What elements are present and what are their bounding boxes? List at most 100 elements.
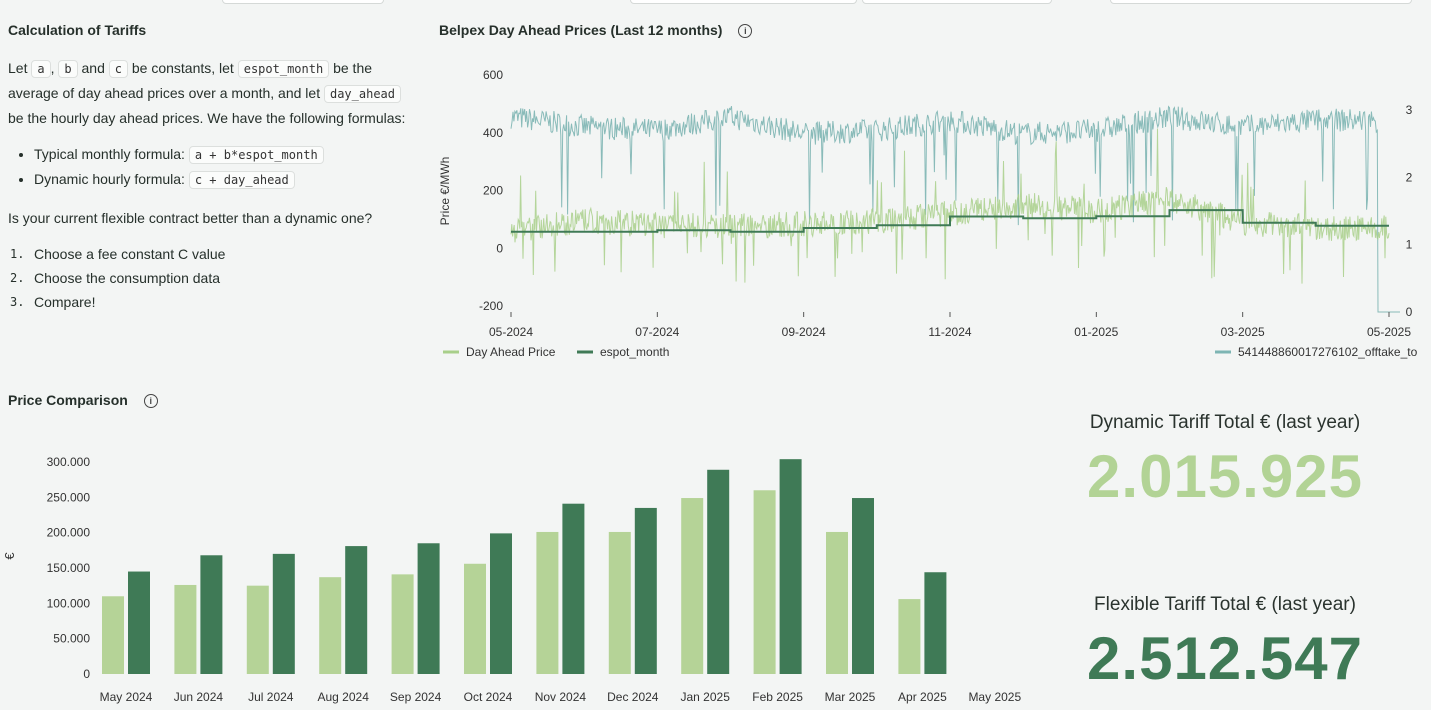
offtake-series-line (510, 105, 1400, 313)
bar-dynamic[interactable] (898, 599, 921, 674)
info-icon[interactable]: i (738, 24, 753, 39)
bar-y-tick-label: 250.000 (47, 490, 91, 504)
dynamic-total-value: 2.015.925 (1087, 443, 1363, 510)
bar-dynamic[interactable] (174, 584, 197, 674)
x-tick-label: 05-2024 (489, 325, 533, 339)
bar-dynamic[interactable] (391, 574, 414, 674)
calc-text: Let (8, 60, 28, 76)
steps-list: 1. Choose a fee constant C value 2. Choose… (8, 242, 418, 314)
formula-code: c + day_ahead (188, 171, 295, 189)
step-number: 3. (10, 295, 25, 309)
bar-x-tick-label: Apr 2025 (898, 690, 947, 704)
legend-label-espot: espot_month (600, 345, 669, 359)
bar-dynamic[interactable] (826, 531, 848, 674)
y-tick-label: 600 (483, 68, 503, 82)
formula-label: Dynamic hourly formula: (34, 171, 185, 187)
bar-dynamic[interactable] (246, 585, 269, 674)
calc-text: and (81, 60, 105, 76)
day-ahead-line-chart[interactable]: 600 400 200 0 -200 3 2 1 0 Price €/MWh 05-2024 07-2… (431, 50, 1431, 395)
bar-x-tick-label: Dec 2024 (607, 690, 659, 704)
bar-y-tick-label: 100.000 (47, 596, 91, 610)
bar-flexible[interactable] (562, 503, 585, 674)
bar-flexible[interactable] (924, 572, 947, 674)
calc-text: be constants, let (131, 60, 234, 76)
legend-label-offtake: 541448860017276102_offtake_to (1238, 345, 1418, 359)
bar-x-tick-label: Feb 2025 (752, 690, 803, 704)
y2-tick-label: 2 (1406, 170, 1413, 184)
bar-flexible[interactable] (707, 469, 730, 674)
y2-tick-label: 1 (1406, 238, 1413, 252)
formula-list: Typical monthly formula: a + b*espot_mon… (8, 142, 418, 192)
bar-flexible[interactable] (128, 571, 150, 674)
bar-x-tick-label: Oct 2024 (464, 690, 513, 704)
line-chart-title: Belpex Day Ahead Prices (Last 12 months)… (439, 22, 753, 39)
day-ahead-code: day_ahead (323, 85, 402, 103)
calc-description: Let a, b and c be constants, let espot_m… (8, 56, 418, 314)
bar-y-tick-label: 0 (83, 667, 90, 681)
bar-x-tick-label: Nov 2024 (535, 690, 587, 704)
x-tick-label: 09-2024 (782, 325, 826, 339)
bar-flexible[interactable] (345, 546, 368, 674)
step-number: 1. (10, 247, 25, 261)
bar-dynamic[interactable] (536, 531, 559, 674)
formula-code: a + b*espot_month (188, 146, 324, 164)
dynamic-total-label: Dynamic Tariff Total € (last year) (1089, 412, 1361, 433)
y-tick-label: 0 (496, 241, 503, 255)
bar-dynamic[interactable] (464, 563, 486, 674)
y-axis-label: Price €/MWh (438, 157, 452, 226)
calc-question: Is your current flexible contract better… (8, 210, 373, 226)
bar-flexible[interactable] (417, 543, 440, 674)
const-c-code: c (108, 60, 128, 78)
bar-dynamic[interactable] (681, 498, 704, 674)
step-item: 1. Choose a fee constant C value (10, 242, 418, 266)
day-ahead-series-line (510, 128, 1390, 284)
bar-y-tick-label: 50.000 (53, 632, 90, 646)
dynamic-total-metric: Dynamic Tariff Total € (last year) 2.015… (1040, 412, 1410, 511)
bar-flexible[interactable] (634, 507, 657, 674)
flexible-total-value: 2.512.547 (1087, 625, 1363, 692)
formula-item: Typical monthly formula: a + b*espot_mon… (34, 142, 418, 167)
calc-title-text: Calculation of Tariffs (8, 22, 147, 38)
x-tick-label: 07-2024 (635, 325, 679, 339)
calc-paragraph: Let a, b and c be constants, let espot_m… (8, 56, 418, 130)
step-text: Choose a fee constant C value (34, 246, 226, 262)
flexible-total-label: Flexible Tariff Total € (last year) (1094, 594, 1356, 615)
info-icon[interactable]: i (143, 394, 158, 409)
bar-dynamic[interactable] (319, 577, 342, 674)
bar-x-tick-label: May 2025 (968, 690, 1021, 704)
y-tick-label: -200 (479, 299, 503, 313)
bar-flexible[interactable] (852, 498, 874, 674)
bar-dynamic[interactable] (753, 490, 776, 674)
bar-dynamic[interactable] (102, 596, 124, 674)
bar-x-tick-label: Jun 2024 (174, 690, 224, 704)
bar-x-tick-label: Sep 2024 (390, 690, 442, 704)
bar-flexible[interactable] (490, 533, 512, 674)
step-number: 2. (10, 271, 25, 285)
calc-text: be the hourly day ahead prices. We have … (8, 110, 406, 126)
top-input-4[interactable] (1110, 0, 1412, 4)
bar-dynamic[interactable] (608, 531, 631, 674)
bar-x-tick-label: Mar 2025 (825, 690, 876, 704)
comparison-title-text: Price Comparison (8, 392, 128, 408)
bar-y-tick-label: 150.000 (47, 561, 91, 575)
top-input-2[interactable] (630, 0, 857, 4)
x-tick-label: 05-2025 (1367, 325, 1411, 339)
x-tick-label: 03-2025 (1221, 325, 1265, 339)
bar-flexible[interactable] (779, 459, 802, 674)
calc-comma: , (50, 60, 55, 76)
line-chart-title-text: Belpex Day Ahead Prices (Last 12 months) (439, 22, 723, 38)
y-tick-label: 400 (483, 126, 503, 140)
price-comparison-bar-chart[interactable]: 300.000 250.000 200.000 150.000 100.000 50.00… (0, 410, 1040, 710)
comparison-title: Price Comparison i (8, 392, 158, 409)
y2-tick-label: 0 (1406, 305, 1413, 319)
const-b-code: b (58, 60, 78, 78)
bar-flexible[interactable] (272, 553, 295, 674)
top-input-3[interactable] (862, 0, 1052, 4)
bar-flexible[interactable] (200, 555, 223, 674)
top-input-1[interactable] (222, 0, 384, 4)
legend-label-day-ahead: Day Ahead Price (466, 345, 556, 359)
calc-title: Calculation of Tariffs (8, 22, 146, 38)
formula-item: Dynamic hourly formula: c + day_ahead (34, 167, 418, 192)
y2-tick-label: 3 (1406, 103, 1413, 117)
